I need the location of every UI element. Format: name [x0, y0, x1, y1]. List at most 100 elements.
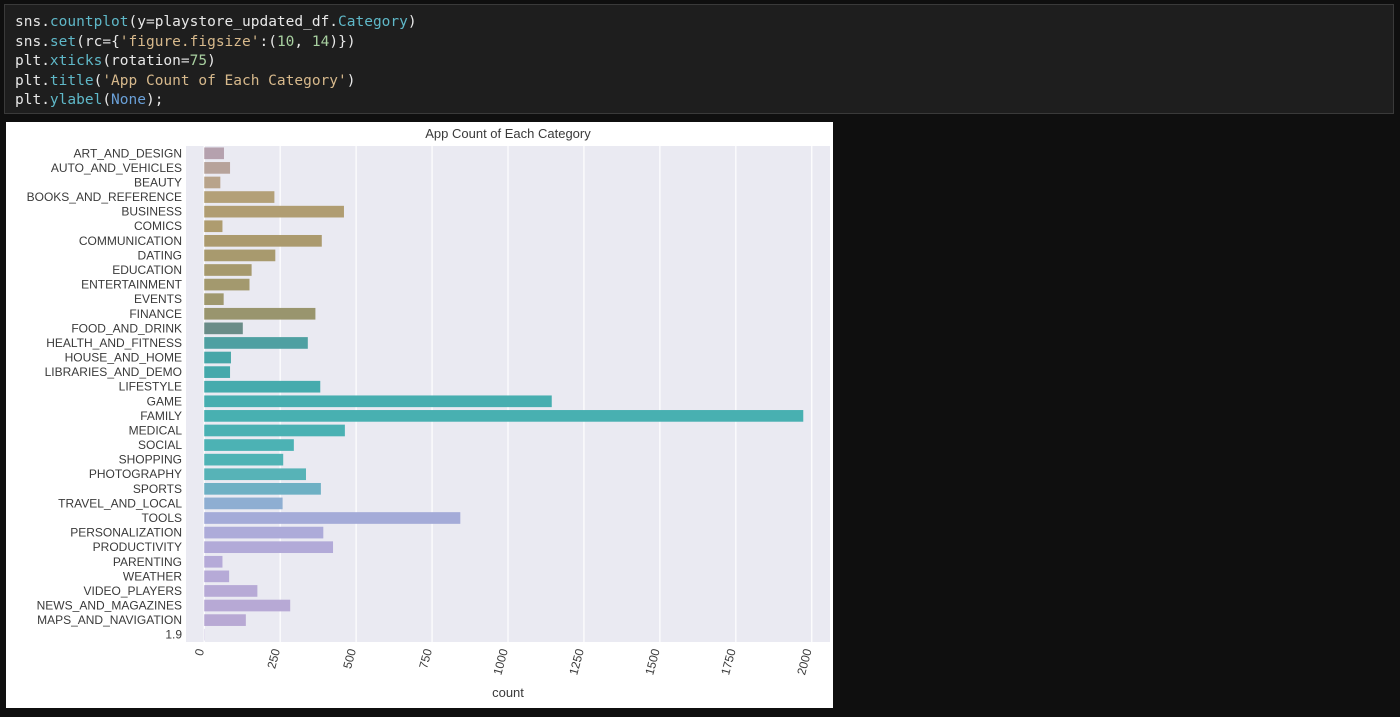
plot-output: ART_AND_DESIGN AUTO_AND_VEHICLES BEAUTY BOO… [6, 122, 833, 708]
code-token: ) [346, 72, 356, 89]
bar-education [204, 264, 252, 276]
code-token: :( [259, 33, 277, 50]
bar-auto-and-vehicles [204, 162, 231, 174]
bar-tools [204, 512, 461, 524]
bar-books-and-reference [204, 191, 275, 203]
bar-dating [204, 249, 276, 262]
code-token: 75 [189, 53, 208, 70]
bar-weather [204, 570, 230, 583]
code-token: (rc [76, 33, 103, 50]
category-label: SHOPPING [119, 453, 182, 467]
code-line: sns.set(rc={'figure.figsize':(10, 14)}) [15, 33, 1383, 53]
code-token: plt. [15, 92, 50, 109]
x-tick-label: 250 [264, 647, 283, 670]
x-tick-label: 0 [192, 647, 207, 657]
bar-beauty [204, 176, 221, 189]
bar-personalization [204, 526, 324, 539]
category-label: LIFESTYLE [119, 380, 182, 394]
code-line: plt.xticks(rotation=75) [15, 52, 1383, 72]
category-label: AUTO_AND_VEHICLES [51, 161, 182, 175]
code-token: sns. [15, 33, 50, 50]
bar-entertainment [204, 278, 250, 291]
code-token: plt. [15, 53, 50, 70]
code-token: countplot [49, 14, 129, 30]
category-label: FOOD_AND_DRINK [71, 321, 182, 335]
bar-maps-and-navigation [204, 614, 246, 626]
category-label: LIBRARIES_AND_DEMO [45, 365, 182, 379]
code-token: )}) [329, 33, 356, 50]
category-label: COMICS [134, 219, 182, 233]
bar-news-and-magazines [204, 599, 291, 612]
code-token: { [111, 33, 120, 50]
chart-title: App Count of Each Category [425, 126, 591, 141]
code-token: 14 [311, 33, 330, 50]
x-tick-label: 1250 [566, 647, 587, 677]
category-label: ART_AND_DESIGN [74, 146, 182, 160]
bar-lifestyle [204, 380, 321, 393]
category-label: HEALTH_AND_FITNESS [46, 336, 182, 350]
code-token: Category [338, 14, 408, 30]
code-token: 'App Count of Each Category' [102, 72, 347, 89]
category-label: BEAUTY [134, 175, 182, 189]
code-token: ylabel [49, 92, 103, 109]
bar-travel-and-local [204, 497, 283, 510]
category-label: HOUSE_AND_HOME [65, 351, 182, 365]
bar-finance [204, 307, 316, 320]
category-label: WEATHER [123, 569, 182, 583]
x-tick-label: 1500 [642, 647, 663, 677]
code-token: ( [93, 72, 103, 89]
category-label: TRAVEL_AND_LOCAL [58, 496, 182, 510]
code-line: sns.countplot(y=playstore_updated_df.Cat… [15, 13, 1383, 33]
code-token: = [102, 33, 112, 50]
bar-photography [204, 468, 306, 481]
category-label: GAME [147, 394, 182, 408]
bar-family [204, 410, 804, 422]
category-label: SOCIAL [138, 438, 182, 452]
category-label: MEDICAL [129, 423, 183, 437]
bar-events [204, 293, 224, 306]
code-token: xticks [49, 53, 103, 70]
category-label: MAPS_AND_NAVIGATION [37, 613, 182, 627]
category-label: PRODUCTIVITY [93, 540, 182, 554]
code-token: sns. [15, 14, 50, 30]
code-line: plt.ylabel(None); [15, 91, 1383, 111]
bar-food-and-drink [204, 322, 243, 335]
code-token: (rotation [102, 53, 181, 70]
code-token: plt. [15, 72, 50, 89]
bar-video-players [204, 585, 258, 597]
category-label: NEWS_AND_MAGAZINES [37, 599, 182, 613]
code-token: (y [128, 14, 146, 30]
code-token: 10 [276, 33, 295, 50]
category-label: FAMILY [140, 409, 182, 423]
bar-communication [204, 234, 322, 247]
x-tick-label: 1750 [718, 647, 739, 677]
category-label: BOOKS_AND_REFERENCE [27, 190, 182, 204]
code-token: = [145, 14, 155, 30]
bar-sports [204, 482, 321, 495]
code-cell[interactable]: sns.countplot(y=playstore_updated_df.Cat… [4, 4, 1394, 114]
code-token: set [49, 33, 77, 50]
category-label: SPORTS [133, 482, 182, 496]
bar-libraries-and-demo [204, 366, 231, 378]
code-token: = [180, 53, 190, 70]
code-token: ) [207, 53, 216, 70]
category-label: 1.9 [165, 628, 182, 642]
bar-house-and-home [204, 351, 231, 364]
category-label: PARENTING [113, 555, 182, 569]
bar-social [204, 439, 294, 451]
bar-health-and-fitness [204, 337, 308, 349]
bar-chart: ART_AND_DESIGNAUTO_AND_VEHICLESBEAUTYBOO… [27, 126, 830, 700]
x-tick-label: 500 [340, 647, 359, 670]
category-label: DATING [138, 248, 182, 262]
code-token: ( [102, 92, 112, 109]
category-label: EDUCATION [112, 263, 182, 277]
category-label: PERSONALIZATION [70, 526, 182, 540]
category-label: FINANCE [129, 307, 182, 321]
bar-art-and-design [204, 147, 224, 160]
code-editor[interactable]: sns.countplot(y=playstore_updated_df.Cat… [15, 13, 1383, 111]
bar-shopping [204, 453, 284, 466]
code-token: ); [145, 92, 164, 109]
code-token: None [111, 92, 146, 109]
category-label: ENTERTAINMENT [81, 278, 183, 292]
category-label: EVENTS [134, 292, 182, 306]
